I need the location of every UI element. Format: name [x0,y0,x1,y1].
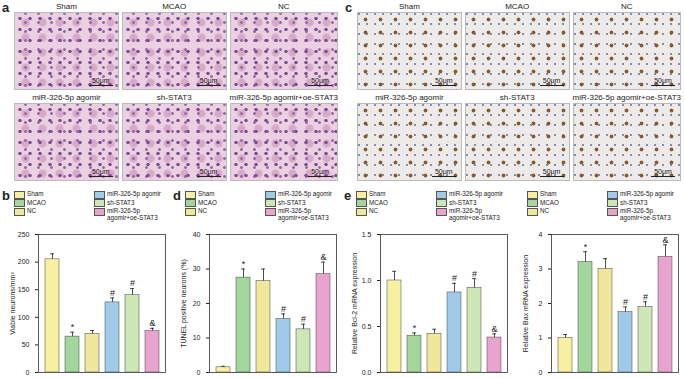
svg-text:2: 2 [539,300,543,307]
html-text:miR-326-5p agomir+oe-STAT3: miR-326-5p agomir+oe-STAT3 [572,93,681,102]
html-text:a: a [2,0,10,15]
html-text:50μm: 50μm [542,167,561,175]
svg-text:*: * [584,242,588,252]
html-text:miR-326-5p agomir: miR-326-5p agomir [32,93,101,102]
svg-text:&: & [491,324,497,334]
html-text:Sham: Sham [540,190,557,197]
html-text:Sham: Sham [369,190,386,197]
svg-text:1: 1 [539,334,543,341]
svg-text:*: * [413,323,417,333]
html-text:Sham: Sham [198,190,215,197]
html-text:miR-326-5p agomir+oe-STAT3: miR-326-5p agomir+oe-STAT3 [107,207,158,221]
svg-text:Relative Bcl-2 mRNA expression: Relative Bcl-2 mRNA expression [351,253,359,354]
html-text:NC: NC [369,207,379,214]
html-text:sh-STAT3: sh-STAT3 [620,198,648,206]
svg-text:#: # [301,314,306,324]
svg-text:0: 0 [539,369,543,376]
svg-text:#: # [281,304,286,314]
html-text:miR-326-5p agomir: miR-326-5p agomir [375,93,444,102]
svg-text:TUNEL positive neurons (%): TUNEL positive neurons (%) [180,259,188,347]
html-text:NC: NC [621,2,633,11]
svg-text:100: 100 [18,314,30,321]
html-text:miR-326-5p agomir+oe-STAT3: miR-326-5p agomir+oe-STAT3 [229,93,338,102]
svg-text:*: * [71,322,75,332]
html-text:e: e [344,188,352,203]
html-text:miR-326-5p agomir: miR-326-5p agomir [449,190,503,197]
html-text:c: c [345,0,353,15]
html-text:MCAO: MCAO [27,198,46,206]
html-text:50μm: 50μm [92,76,110,84]
html-text:sh-STAT3: sh-STAT3 [156,93,192,102]
html-text:sh-STAT3: sh-STAT3 [449,198,477,206]
svg-text:Relative Bax mRNA expression: Relative Bax mRNA expression [522,255,530,352]
svg-text:&: & [149,318,155,328]
html-text:Sham: Sham [398,2,420,11]
html-text:50μm: 50μm [435,167,453,175]
html-text:50μm: 50μm [199,167,218,175]
html-text:sh-STAT3: sh-STAT3 [107,198,135,206]
svg-text:30: 30 [193,265,201,272]
html-text:50μm: 50μm [311,167,329,175]
svg-text:1.0: 1.0 [362,277,372,284]
html-text:50μm: 50μm [311,76,329,84]
svg-text:150: 150 [18,286,30,293]
svg-text:#: # [643,292,648,302]
html-text:miR-326-5p agomir+oe-STAT3: miR-326-5p agomir+oe-STAT3 [449,207,500,221]
svg-text:0.5: 0.5 [362,323,372,330]
svg-text:20: 20 [193,300,201,307]
html-text:MCAO: MCAO [505,2,530,11]
html-text:MCAO: MCAO [198,198,217,206]
html-text:Sham: Sham [27,190,44,197]
svg-text:0: 0 [197,369,201,376]
svg-text:10: 10 [193,334,201,341]
html-text:50μm: 50μm [92,167,110,175]
html-text:miR-326-5p agomir+oe-STAT3: miR-326-5p agomir+oe-STAT3 [278,207,329,221]
svg-text:0.0: 0.0 [362,369,372,376]
svg-text:#: # [130,278,135,288]
svg-text:&: & [662,235,668,245]
html-text:miR-326-5p agomir: miR-326-5p agomir [107,190,161,197]
html-text:50μm: 50μm [654,76,672,84]
html-text:sh-STAT3: sh-STAT3 [499,93,535,102]
html-text:NC: NC [27,207,37,214]
html-text:miR-326-5p agomir: miR-326-5p agomir [278,190,332,197]
svg-text:50: 50 [22,341,30,348]
html-text:NC: NC [278,2,290,11]
svg-text:#: # [452,273,457,283]
html-text:NC: NC [198,207,208,214]
svg-text:#: # [623,297,628,307]
html-text:d: d [173,188,181,203]
html-text:50μm: 50μm [654,167,672,175]
svg-text:4: 4 [539,231,543,238]
html-text:miR-326-5p agomir: miR-326-5p agomir [620,190,674,197]
html-text:MCAO: MCAO [369,198,388,206]
html-text:b: b [2,188,10,203]
svg-text:#: # [110,288,115,298]
svg-text:&: & [320,252,326,262]
html-text:miR-326-5p agomir+oe-STAT3: miR-326-5p agomir+oe-STAT3 [620,207,671,221]
html-text:50μm: 50μm [435,76,453,84]
html-text:sh-STAT3: sh-STAT3 [278,198,306,206]
html-text:MCAO: MCAO [540,198,559,206]
svg-text:*: * [242,259,246,269]
svg-text:250: 250 [18,231,30,238]
svg-text:1.5: 1.5 [362,231,372,238]
svg-text:3: 3 [539,265,543,272]
svg-text:0: 0 [26,369,30,376]
svg-text:#: # [472,269,477,279]
svg-text:40: 40 [193,231,201,238]
html-text:NC: NC [540,207,550,214]
html-text:50μm: 50μm [199,76,218,84]
svg-text:Viable neurons/mm²: Viable neurons/mm² [9,272,16,335]
html-text:MCAO: MCAO [162,2,187,11]
svg-text:200: 200 [18,258,30,265]
html-text:Sham: Sham [55,2,77,11]
html-text:50μm: 50μm [542,76,561,84]
